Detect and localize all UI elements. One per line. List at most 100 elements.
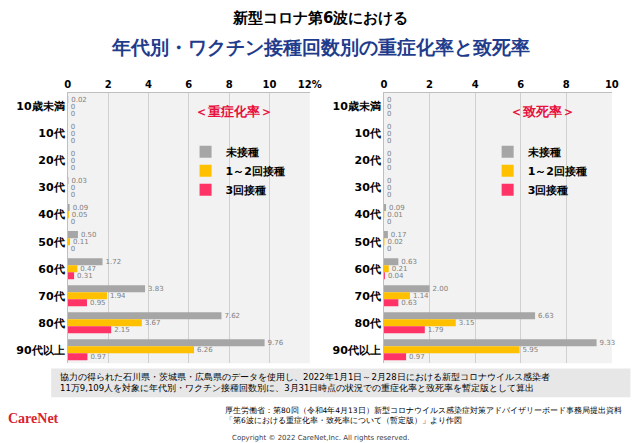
- svg-text:20代: 20代: [38, 154, 64, 167]
- svg-text:2: 2: [426, 79, 433, 90]
- svg-text:5.95: 5.95: [523, 346, 539, 354]
- svg-text:8: 8: [563, 79, 570, 90]
- svg-text:0.05: 0.05: [72, 211, 88, 219]
- svg-text:8: 8: [226, 79, 233, 90]
- svg-text:0: 0: [387, 137, 391, 145]
- svg-text:70代: 70代: [38, 290, 64, 303]
- svg-text:0.17: 0.17: [391, 231, 407, 239]
- svg-text:1.79: 1.79: [428, 326, 444, 334]
- svg-text:2.00: 2.00: [433, 285, 449, 293]
- svg-text:0: 0: [387, 110, 391, 118]
- svg-text:厚生労働省：第80回（令和4年4月13日）新型コロナウイルス: 厚生労働省：第80回（令和4年4月13日）新型コロナウイルス感染症対策アドバイザ…: [225, 406, 622, 425]
- svg-text:0.09: 0.09: [389, 204, 405, 212]
- svg-text:0.02: 0.02: [387, 238, 403, 246]
- svg-text:0.95: 0.95: [90, 299, 106, 307]
- svg-text:6: 6: [517, 79, 524, 90]
- svg-text:0: 0: [71, 157, 75, 165]
- svg-text:0: 0: [387, 130, 391, 138]
- svg-text:0: 0: [387, 96, 391, 104]
- svg-text:0.47: 0.47: [80, 265, 96, 273]
- svg-text:0.11: 0.11: [73, 238, 89, 246]
- svg-text:90代以上: 90代以上: [332, 344, 380, 357]
- svg-text:0: 0: [71, 110, 75, 118]
- svg-text:10: 10: [262, 79, 276, 90]
- svg-text:0: 0: [387, 103, 391, 111]
- svg-text:0.03: 0.03: [71, 177, 87, 185]
- svg-text:0: 0: [387, 184, 391, 192]
- svg-text:0: 0: [387, 177, 391, 185]
- svg-text:3.83: 3.83: [148, 285, 164, 293]
- svg-text:1～2回接種: 1～2回接種: [226, 165, 285, 178]
- svg-text:10代: 10代: [38, 127, 64, 140]
- svg-text:0: 0: [387, 191, 391, 199]
- svg-text:60代: 60代: [354, 263, 380, 276]
- svg-text:6.63: 6.63: [538, 312, 554, 320]
- svg-text:70代: 70代: [354, 290, 380, 303]
- svg-text:0.97: 0.97: [90, 353, 106, 361]
- svg-text:未接種: 未接種: [527, 146, 561, 159]
- svg-text:1.14: 1.14: [413, 292, 429, 300]
- svg-text:40代: 40代: [354, 208, 380, 221]
- svg-text:3.15: 3.15: [459, 319, 475, 327]
- svg-text:7.62: 7.62: [224, 312, 240, 320]
- svg-text:0: 0: [387, 157, 391, 165]
- svg-text:4: 4: [145, 79, 152, 90]
- svg-text:9.33: 9.33: [600, 339, 616, 347]
- svg-text:0: 0: [71, 218, 75, 226]
- svg-text:12%: 12%: [298, 79, 322, 90]
- svg-text:10歳未満: 10歳未満: [332, 100, 380, 113]
- svg-text:Copyright © 2022 CareNet,Inc.: Copyright © 2022 CareNet,Inc. All rights…: [232, 434, 409, 442]
- svg-text:＜重症化率＞: ＜重症化率＞: [195, 104, 273, 119]
- svg-text:0: 0: [387, 245, 391, 253]
- svg-text:0: 0: [387, 123, 391, 131]
- svg-text:1～2回接種: 1～2回接種: [528, 165, 587, 178]
- svg-text:0: 0: [381, 79, 388, 90]
- svg-text:80代: 80代: [354, 317, 380, 330]
- svg-text:4: 4: [472, 79, 479, 90]
- svg-text:30代: 30代: [354, 181, 380, 194]
- svg-text:0: 0: [64, 79, 71, 90]
- svg-text:0: 0: [71, 164, 75, 172]
- svg-text:1.94: 1.94: [110, 292, 126, 300]
- svg-text:90代以上: 90代以上: [16, 344, 64, 357]
- svg-text:0: 0: [71, 191, 75, 199]
- svg-text:2: 2: [105, 79, 112, 90]
- svg-text:CareNet: CareNet: [8, 411, 59, 426]
- svg-text:0.01: 0.01: [387, 211, 403, 219]
- svg-text:3回接種: 3回接種: [226, 184, 267, 197]
- svg-text:0: 0: [71, 137, 75, 145]
- svg-text:未接種: 未接種: [225, 146, 259, 159]
- svg-text:協力の得られた石川県・茨城県・広島県のデータを使用し、202: 協力の得られた石川県・茨城県・広島県のデータを使用し、2022年1月1日～2月2…: [60, 372, 550, 393]
- svg-text:60代: 60代: [38, 263, 64, 276]
- svg-text:0.31: 0.31: [77, 272, 93, 280]
- svg-text:0: 0: [71, 103, 75, 111]
- svg-text:50代: 50代: [38, 236, 64, 249]
- svg-text:0.21: 0.21: [392, 265, 408, 273]
- svg-text:新型コロナ第6波における: 新型コロナ第6波における: [232, 9, 408, 27]
- svg-text:80代: 80代: [38, 317, 64, 330]
- svg-text:＜致死率＞: ＜致死率＞: [510, 104, 575, 119]
- svg-text:1.72: 1.72: [106, 258, 122, 266]
- svg-text:0.04: 0.04: [388, 272, 404, 280]
- svg-text:0: 0: [71, 150, 75, 158]
- svg-text:6: 6: [185, 79, 192, 90]
- svg-text:0: 0: [387, 218, 391, 226]
- svg-text:6.26: 6.26: [197, 346, 213, 354]
- svg-text:50代: 50代: [354, 236, 380, 249]
- svg-text:3.67: 3.67: [145, 319, 161, 327]
- svg-text:9.76: 9.76: [268, 339, 284, 347]
- svg-text:0.97: 0.97: [409, 353, 425, 361]
- svg-text:10: 10: [605, 79, 619, 90]
- svg-text:0: 0: [71, 245, 75, 253]
- svg-text:0.63: 0.63: [401, 299, 417, 307]
- svg-text:40代: 40代: [38, 208, 64, 221]
- svg-text:0: 0: [71, 184, 75, 192]
- svg-text:0: 0: [71, 123, 75, 131]
- svg-text:年代別・ワクチン接種回数別の重症化率と致死率: 年代別・ワクチン接種回数別の重症化率と致死率: [111, 36, 530, 58]
- svg-text:3回接種: 3回接種: [528, 184, 569, 197]
- svg-text:0: 0: [387, 150, 391, 158]
- svg-text:2.15: 2.15: [114, 326, 130, 334]
- svg-text:0: 0: [71, 130, 75, 138]
- svg-text:20代: 20代: [354, 154, 380, 167]
- svg-text:0: 0: [387, 164, 391, 172]
